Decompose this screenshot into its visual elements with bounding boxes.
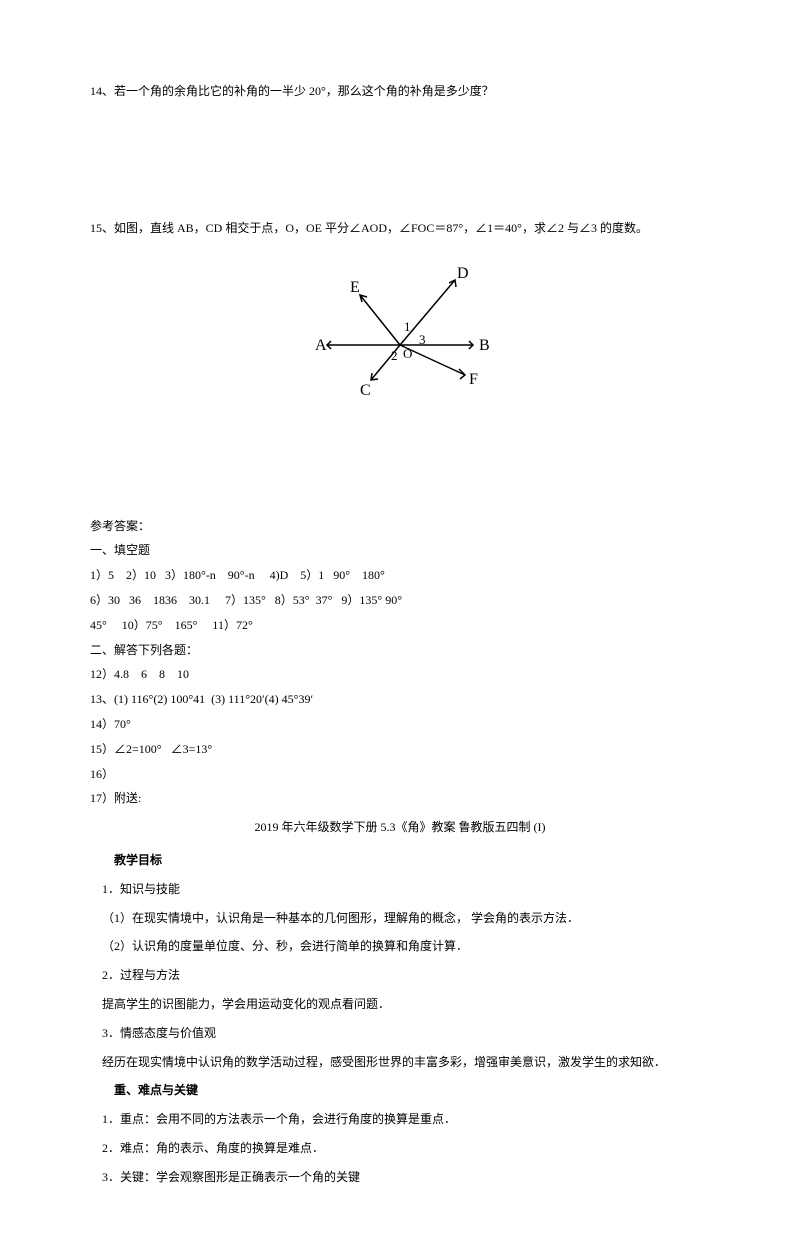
label-O: O bbox=[403, 346, 412, 361]
diagram-15: A B C D E F 1 2 3 O bbox=[90, 250, 710, 425]
p1: 1．知识与技能 bbox=[90, 878, 710, 901]
angle-diagram-svg: A B C D E F 1 2 3 O bbox=[275, 250, 525, 425]
section-1-title: 一、填空题 bbox=[90, 539, 710, 562]
p3: 3．情感态度与价值观 bbox=[90, 1022, 710, 1045]
p1b: （2）认识角的度量单位度、分、秒，会进行简单的换算和角度计算． bbox=[90, 935, 710, 958]
label-F: F bbox=[469, 371, 478, 388]
label-D: D bbox=[457, 265, 469, 282]
teaching-goal-title: 教学目标 bbox=[90, 849, 710, 872]
label-B: B bbox=[479, 337, 490, 354]
answers-header: 参考答案： bbox=[90, 515, 710, 538]
section-2-title: 二、解答下列各题： bbox=[90, 639, 710, 662]
p1a: （1）在现实情境中，认识角是一种基本的几何图形，理解角的概念， 学会角的表示方法… bbox=[90, 907, 710, 930]
key-points-title: 重、难点与关键 bbox=[90, 1079, 710, 1102]
p2: 2．过程与方法 bbox=[90, 964, 710, 987]
answer-line: 6）30 36 1836 30.1 7）135° 8）53° 37° 9）135… bbox=[90, 589, 710, 612]
label-E: E bbox=[350, 279, 360, 296]
k3: 3．关键：学会观察图形是正确表示一个角的关键 bbox=[90, 1166, 710, 1189]
answers-block: 参考答案： 一、填空题 1）5 2）10 3）180°-n 90°-n 4)D … bbox=[90, 515, 710, 811]
k2: 2．难点：角的表示、角度的换算是难点． bbox=[90, 1137, 710, 1160]
spacer bbox=[90, 107, 710, 217]
label-angle-3: 3 bbox=[419, 332, 426, 347]
label-C: C bbox=[360, 382, 371, 399]
question-15: 15、如图，直线 AB，CD 相交于点，O，OE 平分∠AOD，∠FOC＝87°… bbox=[90, 217, 710, 240]
answer-line: 12）4.8 6 8 10 bbox=[90, 663, 710, 686]
attachment-title: 2019 年六年级数学下册 5.3《角》教案 鲁教版五四制 (I) bbox=[90, 816, 710, 839]
label-A: A bbox=[315, 337, 327, 354]
answer-line: 13、(1) 116°(2) 100°41 (3) 111°20′(4) 45°… bbox=[90, 688, 710, 711]
answer-line: 17）附送: bbox=[90, 787, 710, 810]
label-angle-1: 1 bbox=[404, 319, 411, 334]
label-angle-2: 2 bbox=[391, 348, 398, 363]
k1: 1．重点：会用不同的方法表示一个角，会进行角度的换算是重点． bbox=[90, 1108, 710, 1131]
answer-line: 16） bbox=[90, 763, 710, 786]
answer-line: 1）5 2）10 3）180°-n 90°-n 4)D 5）1 90° 180° bbox=[90, 564, 710, 587]
p3a: 经历在现实情境中认识角的数学活动过程，感受图形世界的丰富多彩，增强审美意识，激发… bbox=[90, 1051, 710, 1074]
answer-line: 15）∠2=100° ∠3=13° bbox=[90, 738, 710, 761]
question-14: 14、若一个角的余角比它的补角的一半少 20°，那么这个角的补角是多少度？ bbox=[90, 80, 710, 103]
answer-line: 14）70° bbox=[90, 713, 710, 736]
p2a: 提高学生的识图能力，学会用运动变化的观点看问题． bbox=[90, 993, 710, 1016]
answer-line: 45° 10）75° 165° 11）72° bbox=[90, 614, 710, 637]
